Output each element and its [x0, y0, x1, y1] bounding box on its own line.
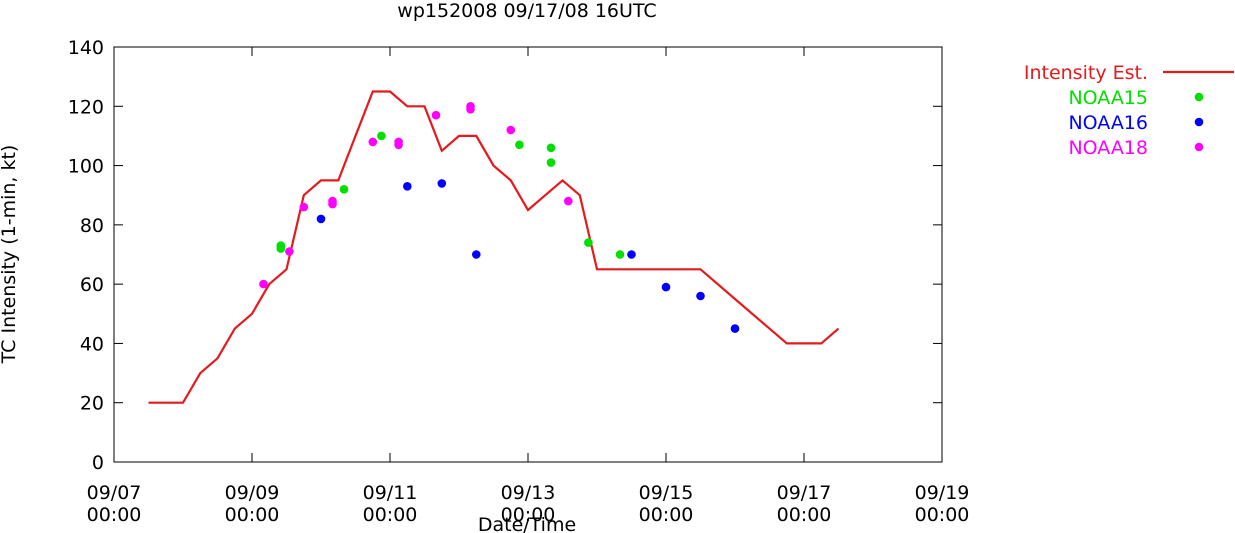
- data-point-noaa16: [472, 250, 481, 259]
- x-tick-time: 00:00: [777, 504, 832, 526]
- legend-label-intensity-est: Intensity Est.: [1024, 62, 1148, 84]
- legend-swatch-noaa18: [1194, 142, 1204, 152]
- data-point-noaa16: [316, 214, 326, 224]
- x-tick-date: 09/11: [363, 482, 418, 504]
- legend-swatch-noaa16: [1194, 117, 1204, 127]
- y-tick-label: 120: [68, 96, 104, 118]
- data-point-noaa18: [506, 125, 516, 135]
- data-point-noaa18: [328, 199, 337, 209]
- data-point-noaa18: [394, 140, 403, 150]
- chart-title: wp152008 09/17/08 16UTC: [397, 0, 656, 22]
- data-point-noaa18: [285, 247, 294, 256]
- data-point-noaa16: [696, 291, 705, 301]
- y-tick-label: 140: [68, 37, 104, 59]
- data-point-noaa16: [627, 250, 636, 259]
- data-point-noaa16: [661, 282, 671, 292]
- y-tick-label: 100: [68, 156, 104, 178]
- x-tick-time: 00:00: [225, 504, 280, 526]
- data-point-noaa18: [431, 110, 441, 120]
- y-axis: 0 20 40 60 80 100 120 140: [68, 37, 942, 474]
- legend-swatch-noaa15: [1194, 92, 1204, 102]
- y-tick-label: 20: [80, 393, 104, 415]
- x-tick-time: 00:00: [639, 504, 694, 526]
- data-point-noaa16: [437, 179, 447, 188]
- x-tick-date: 09/15: [639, 482, 694, 504]
- y-tick-label: 0: [92, 452, 104, 474]
- x-tick-date: 09/17: [777, 482, 832, 504]
- data-point-noaa15: [546, 158, 556, 167]
- data-point-noaa18: [368, 137, 378, 147]
- data-point-noaa15: [377, 131, 386, 141]
- x-tick-time: 00:00: [915, 504, 970, 526]
- data-point-noaa18: [299, 202, 309, 212]
- y-tick-label: 60: [80, 274, 104, 296]
- data-point-noaa18: [259, 279, 268, 289]
- data-point-noaa16: [730, 324, 740, 333]
- x-axis: 09/0700:0009/0900:0009/1100:0009/1300:00…: [87, 47, 970, 526]
- data-point-noaa18: [466, 105, 475, 114]
- x-axis-label: Date/Time: [478, 514, 576, 533]
- y-tick-label: 80: [80, 215, 104, 237]
- y-tick-label: 40: [80, 333, 104, 355]
- data-point-noaa15: [515, 140, 524, 150]
- x-tick-date: 09/07: [87, 482, 142, 504]
- series-layer: [148, 90, 840, 404]
- x-tick-time: 00:00: [87, 504, 142, 526]
- data-point-noaa15: [546, 143, 556, 153]
- x-tick-date: 09/19: [915, 482, 970, 504]
- legend-label-noaa15: NOAA15: [1068, 87, 1148, 109]
- plot-frame: [113, 46, 943, 463]
- x-tick-time: 00:00: [501, 504, 556, 526]
- data-point-noaa15: [584, 238, 593, 247]
- data-point-noaa15: [615, 250, 625, 259]
- x-tick-time: 00:00: [363, 504, 418, 526]
- data-point-noaa15: [339, 185, 349, 194]
- legend-label-noaa16: NOAA16: [1068, 112, 1148, 134]
- data-point-noaa16: [403, 182, 412, 191]
- data-point-noaa15: [276, 244, 286, 253]
- data-point-noaa18: [564, 196, 573, 206]
- x-tick-date: 09/13: [501, 482, 556, 504]
- x-tick-date: 09/09: [225, 482, 280, 504]
- legend-label-noaa18: NOAA18: [1068, 137, 1148, 159]
- series-line-intensity-est: [148, 90, 840, 404]
- y-axis-label: TC Intensity (1-min, kt): [0, 145, 20, 365]
- legend: Intensity Est. NOAA15 NOAA16 NOAA18: [1024, 62, 1234, 159]
